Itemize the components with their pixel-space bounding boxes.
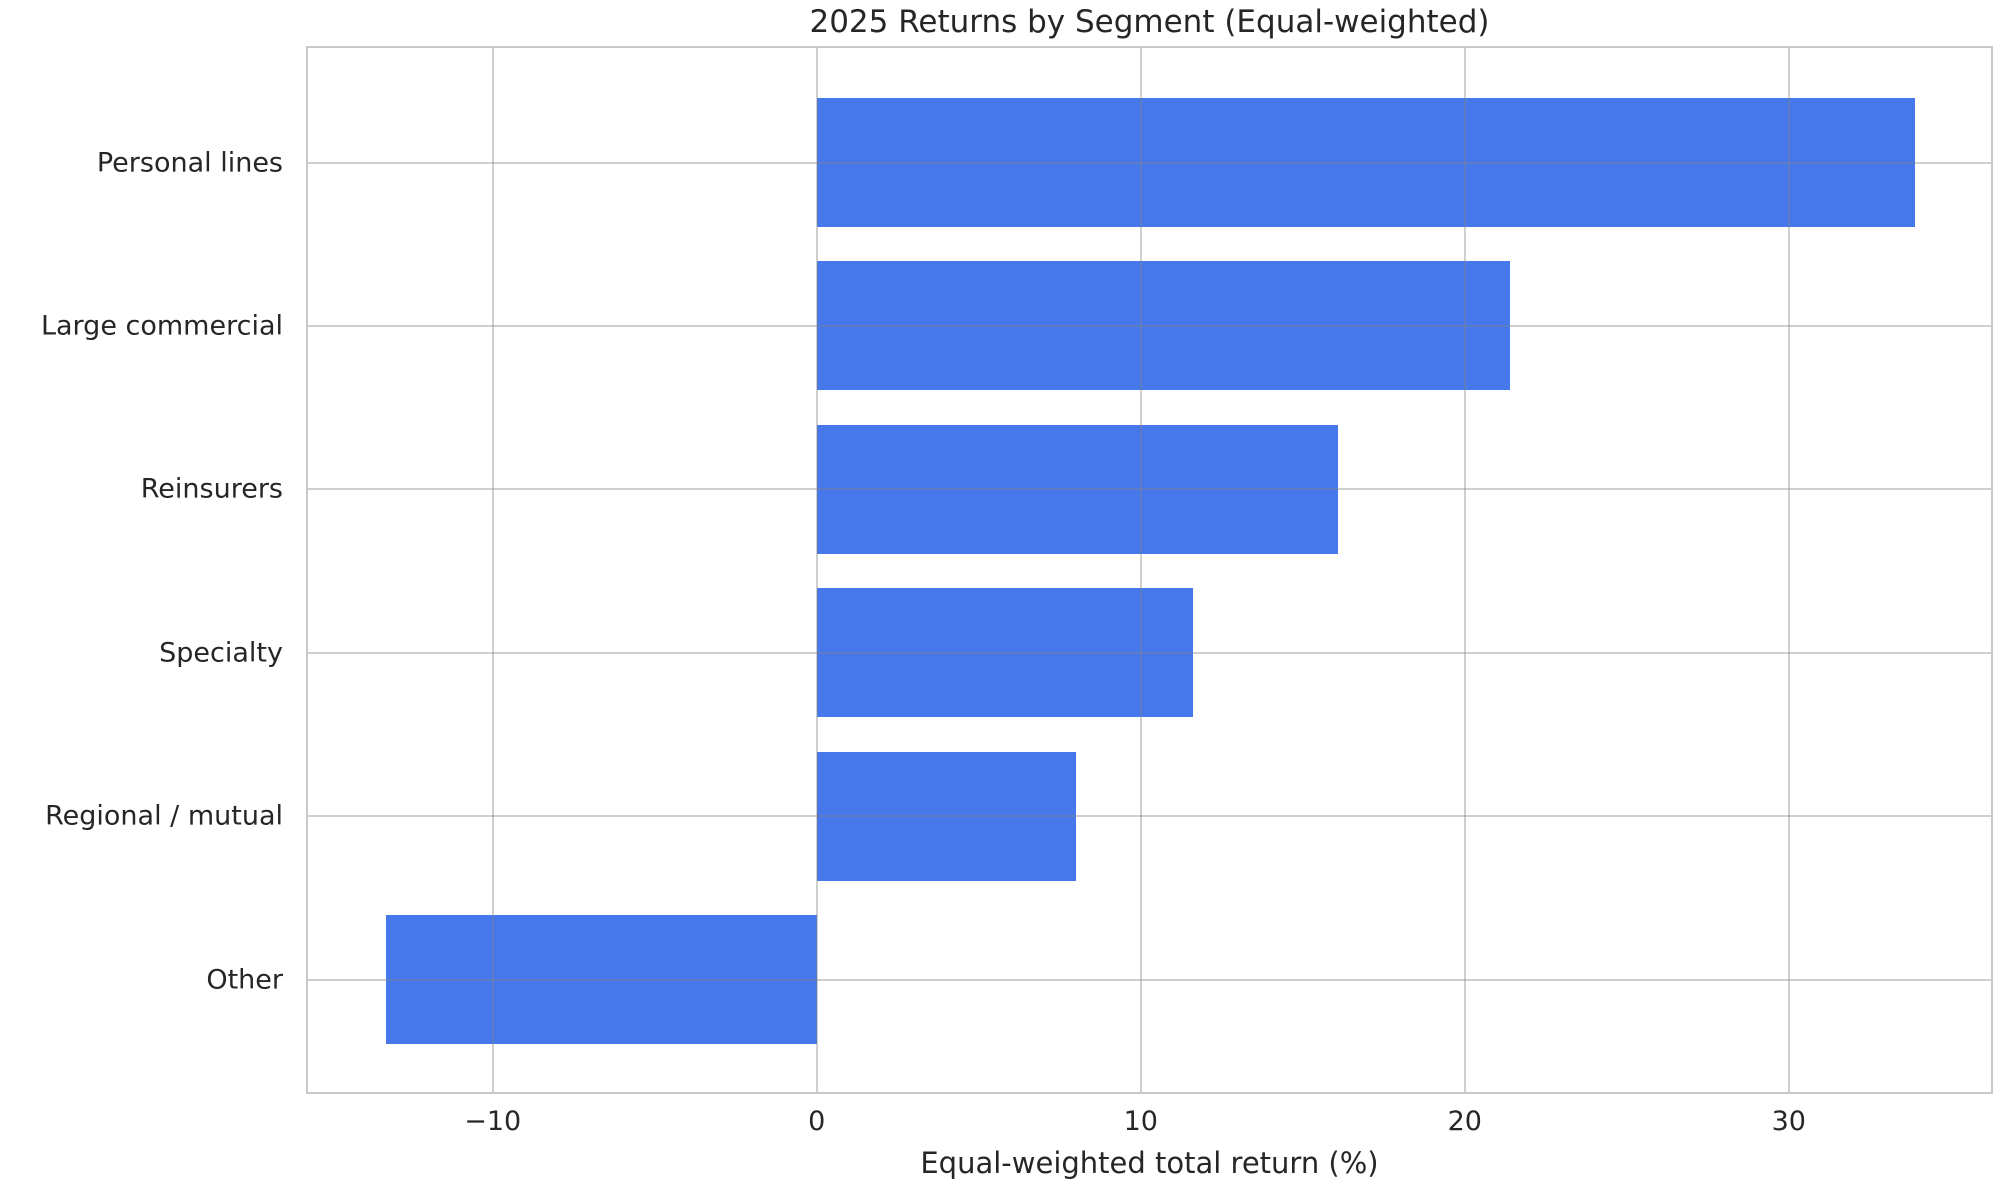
bar-specialty [816, 588, 1193, 718]
y-tick-label: Reinsurers [140, 473, 283, 505]
gridline-vertical [1463, 48, 1466, 1092]
bar-large-commercial [816, 261, 1511, 391]
y-tick-label: Personal lines [96, 147, 283, 178]
gridline-vertical [1139, 48, 1142, 1092]
x-tick-label: 30 [1771, 1106, 1806, 1137]
grid-layer [308, 48, 1991, 1092]
x-tick-label: −10 [464, 1106, 522, 1137]
chart-title: 2025 Returns by Segment (Equal-weighted) [809, 4, 1490, 40]
x-tick-label: 10 [1123, 1106, 1158, 1137]
bars-layer [308, 48, 1991, 1092]
y-tick-label: Large commercial [40, 310, 283, 342]
x-axis-label: Equal-weighted total return (%) [920, 1146, 1379, 1180]
plot-area [306, 46, 1993, 1094]
x-tick-label: 20 [1447, 1106, 1482, 1137]
gridline-vertical [491, 48, 494, 1092]
bar-reinsurers [816, 424, 1339, 554]
y-tick-label: Other [206, 964, 283, 995]
x-tick-label: 0 [808, 1106, 826, 1137]
gridline-horizontal [308, 815, 1991, 818]
bar-personal-lines [816, 98, 1916, 227]
gridline-horizontal [308, 161, 1991, 164]
gridline-horizontal [308, 488, 1991, 491]
gridline-vertical [1787, 48, 1790, 1092]
y-tick-label: Specialty [159, 637, 283, 669]
gridline-vertical [815, 48, 818, 1092]
gridline-horizontal [308, 651, 1991, 654]
gridline-horizontal [308, 978, 1991, 981]
y-tick-label: Regional / mutual [45, 800, 283, 832]
gridline-horizontal [308, 324, 1991, 327]
bar-other [385, 915, 817, 1044]
bar-regional-mutual [816, 751, 1076, 881]
